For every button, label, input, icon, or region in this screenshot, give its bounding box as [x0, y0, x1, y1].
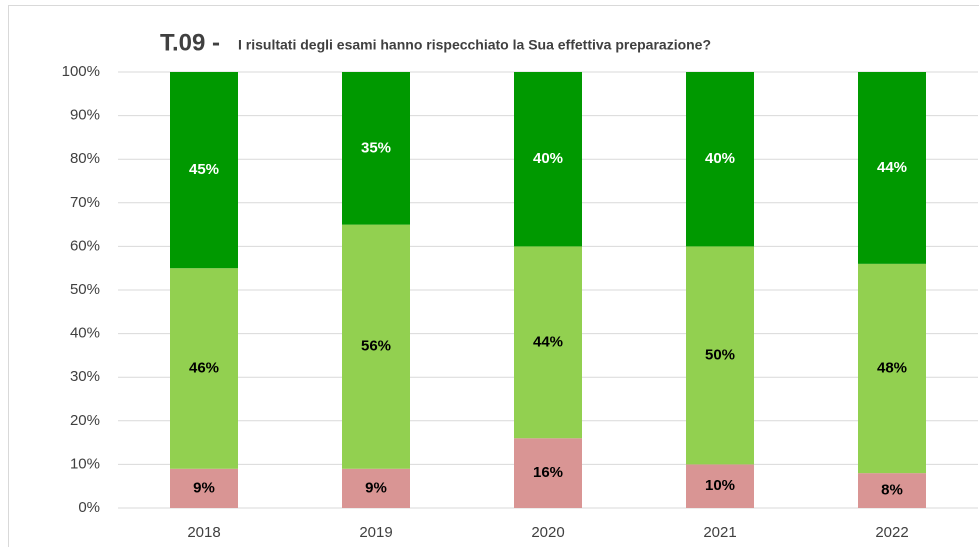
data-label: 40%: [705, 150, 735, 167]
bar-segment: [342, 72, 410, 225]
bar-segment: [858, 263, 926, 474]
bar-segment: [514, 438, 582, 508]
y-tick-label: 70%: [70, 194, 100, 211]
data-label: 35%: [361, 139, 391, 156]
data-label: 44%: [533, 333, 563, 350]
chart-title: T.09 -: [160, 29, 220, 56]
y-tick-label: 0%: [78, 499, 100, 516]
x-tick-label: 2019: [359, 524, 392, 541]
bar-segment: [686, 246, 754, 465]
data-label: 50%: [705, 346, 735, 363]
data-label: 45%: [189, 161, 219, 178]
bar-segment: [170, 72, 238, 269]
bar-segment: [858, 72, 926, 264]
data-label: 44%: [877, 159, 907, 176]
x-tick-label: 2022: [875, 524, 908, 541]
bar-segment: [514, 72, 582, 247]
y-tick-label: 100%: [62, 63, 100, 80]
y-tick-label: 40%: [70, 325, 100, 342]
bar-segment: [686, 72, 754, 247]
chart-subtitle: I risultati degli esami hanno rispecchia…: [238, 37, 711, 53]
x-tick-label: 2020: [531, 524, 564, 541]
y-tick-label: 90%: [70, 107, 100, 124]
y-tick-label: 50%: [70, 281, 100, 298]
bar-segment: [170, 468, 238, 508]
data-label: 9%: [365, 479, 387, 496]
y-tick-label: 30%: [70, 368, 100, 385]
bar-segment: [686, 464, 754, 508]
chart-border: [8, 5, 979, 547]
bar-segment: [342, 468, 410, 508]
data-label: 8%: [881, 482, 903, 499]
y-tick-label: 20%: [70, 412, 100, 429]
data-label: 48%: [877, 359, 907, 376]
bar-segment: [342, 224, 410, 469]
data-label: 56%: [361, 338, 391, 355]
bar-segment: [514, 246, 582, 439]
data-label: 10%: [705, 477, 735, 494]
y-tick-label: 60%: [70, 237, 100, 254]
data-label: 40%: [533, 150, 563, 167]
bar-segment: [858, 473, 926, 508]
y-tick-label: 80%: [70, 150, 100, 167]
bar-segment: [170, 268, 238, 469]
y-tick-label: 10%: [70, 455, 100, 472]
data-label: 46%: [189, 359, 219, 376]
data-label: 16%: [533, 464, 563, 481]
x-tick-label: 2021: [703, 524, 736, 541]
x-tick-label: 2018: [187, 524, 220, 541]
data-label: 9%: [193, 479, 215, 496]
